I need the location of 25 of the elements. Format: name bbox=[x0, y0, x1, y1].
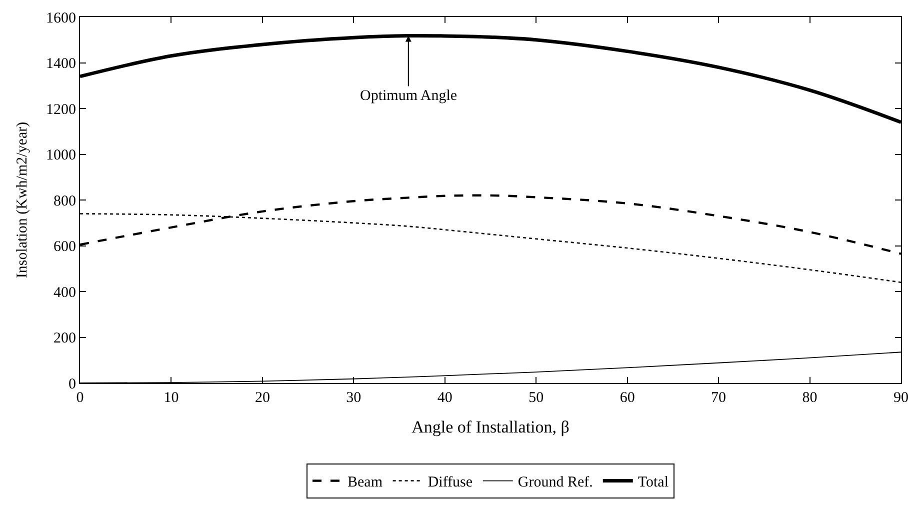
x-tick-label: 60 bbox=[620, 390, 635, 406]
y-tick-label: 1200 bbox=[46, 102, 76, 118]
x-axis-title: Angle of Installation, β bbox=[412, 417, 570, 436]
x-tick-label: 50 bbox=[528, 390, 544, 406]
y-axis-title: Insolation (Kwh/m2/year) bbox=[14, 122, 30, 278]
legend-label: Diffuse bbox=[428, 474, 473, 491]
x-tick-label: 70 bbox=[711, 390, 726, 406]
legend-label: Ground Ref. bbox=[518, 474, 593, 491]
legend-label: Total bbox=[638, 474, 668, 491]
x-tick-label: 20 bbox=[254, 390, 270, 406]
y-tick-label: 1000 bbox=[46, 148, 76, 164]
y-tick-label: 800 bbox=[54, 193, 76, 210]
annotation: Optimum Angle bbox=[360, 88, 458, 104]
x-tick-label: 10 bbox=[164, 390, 179, 406]
y-tick-label: 200 bbox=[54, 330, 76, 346]
y-tick-label: 400 bbox=[54, 284, 76, 301]
x-tick-label: 80 bbox=[802, 390, 818, 406]
y-tick-label: 1400 bbox=[46, 56, 76, 72]
legend-label: Beam bbox=[348, 474, 383, 491]
y-tick-label: 0 bbox=[68, 376, 76, 392]
y-tick-label: 600 bbox=[54, 239, 76, 255]
y-tick-label: 1600 bbox=[46, 10, 76, 26]
x-tick-label: 40 bbox=[437, 390, 452, 406]
x-tick-label: 30 bbox=[346, 390, 362, 406]
x-tick-label: 90 bbox=[894, 390, 908, 406]
